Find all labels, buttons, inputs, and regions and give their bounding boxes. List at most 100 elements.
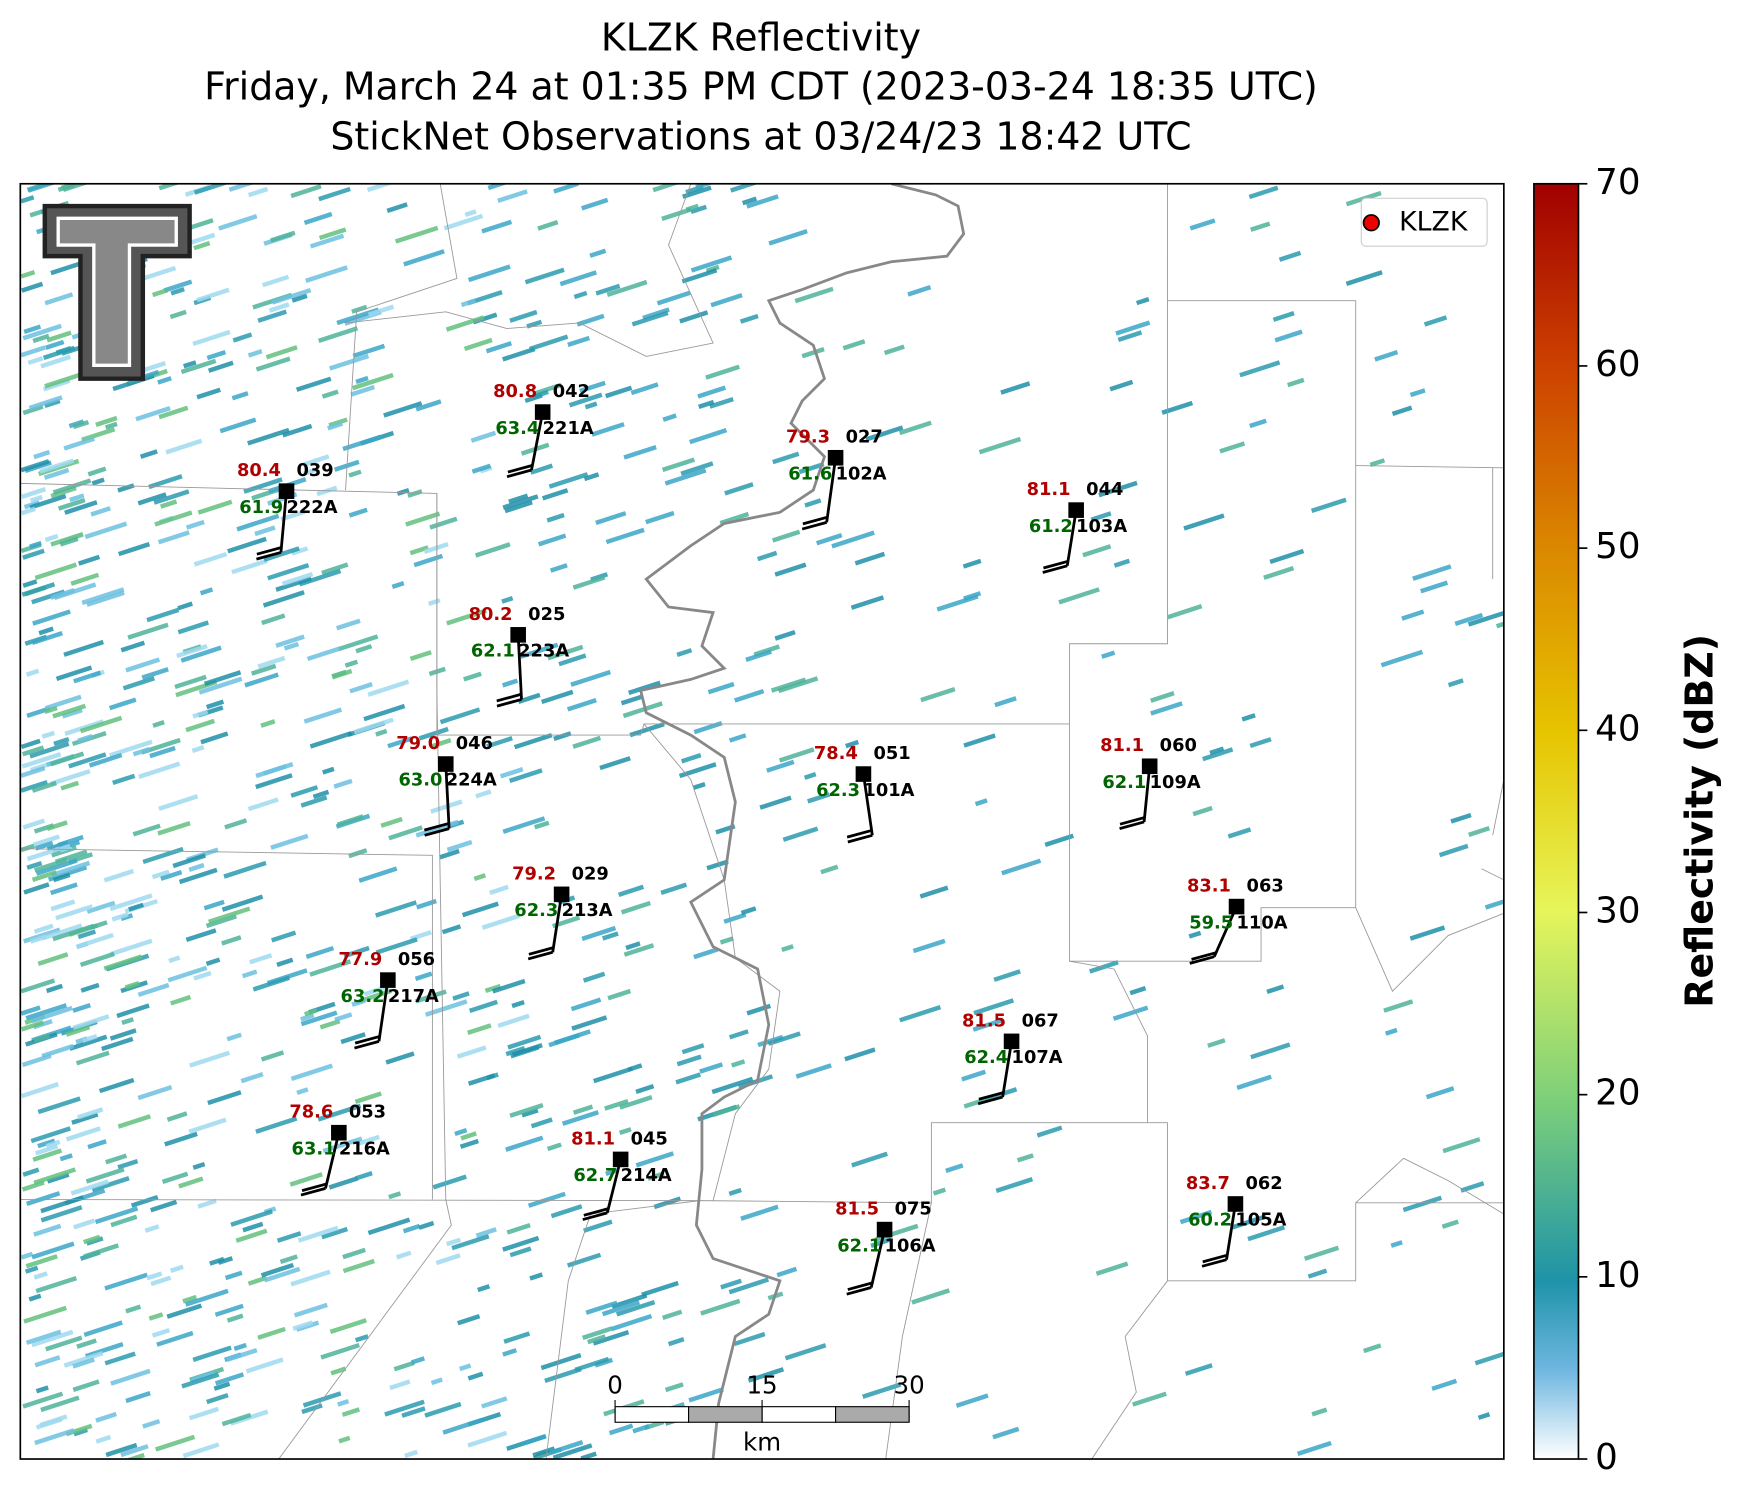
echo <box>1383 999 1414 1013</box>
echo <box>505 1045 526 1057</box>
echo <box>396 487 410 496</box>
temperature: 79.3 <box>786 427 830 448</box>
echo <box>321 389 339 399</box>
echo <box>385 1051 415 1065</box>
echo <box>275 634 305 648</box>
echo <box>912 938 946 954</box>
echo <box>475 1227 497 1238</box>
echo <box>43 467 70 480</box>
echo <box>1209 746 1225 756</box>
echo <box>136 265 177 283</box>
echo <box>207 1090 242 1106</box>
echo <box>552 1443 593 1460</box>
wind-barb-staff <box>324 1132 341 1189</box>
colorbar-tick-label: 10 <box>1595 1255 1640 1296</box>
echo <box>196 387 221 400</box>
echo <box>20 978 56 994</box>
echo <box>504 500 533 514</box>
echo <box>44 371 85 389</box>
wind-barb <box>528 946 554 956</box>
echo <box>52 872 71 883</box>
wind-barb <box>582 1211 608 1221</box>
echo <box>50 531 84 547</box>
echo <box>375 728 388 737</box>
echo <box>263 1266 301 1283</box>
echo <box>1272 310 1295 322</box>
echo <box>656 290 691 306</box>
echo <box>1296 1440 1332 1457</box>
echo <box>489 884 509 896</box>
echo <box>55 904 93 921</box>
echo <box>430 1377 443 1386</box>
echo <box>511 1042 543 1057</box>
echo <box>180 645 222 663</box>
echo <box>183 360 197 369</box>
echo <box>680 753 702 764</box>
echo <box>168 955 181 964</box>
echo <box>1183 513 1225 531</box>
echo <box>257 655 286 669</box>
legend-label: KLZK <box>1399 206 1469 237</box>
echo <box>380 816 403 828</box>
echo <box>295 376 332 392</box>
echo <box>31 1005 73 1024</box>
temperature: 83.7 <box>1186 1173 1230 1194</box>
dewpoint: 63.1 <box>292 1138 336 1159</box>
wind-barb <box>802 515 828 526</box>
echo <box>501 595 514 604</box>
echo <box>203 899 225 911</box>
echo <box>446 839 473 853</box>
echo <box>50 751 85 767</box>
echo <box>553 731 572 741</box>
echo <box>583 1219 613 1233</box>
echo <box>854 551 886 566</box>
station: 80.8 042 63.4 221A <box>493 381 594 479</box>
echo <box>247 427 290 446</box>
wind-barb <box>256 546 282 556</box>
echo <box>367 304 395 317</box>
echo <box>1109 379 1134 392</box>
echo <box>20 270 36 279</box>
echo <box>157 376 172 385</box>
echo <box>32 609 71 626</box>
echo <box>206 1393 229 1405</box>
temperature: 80.8 <box>493 381 537 402</box>
station-marker <box>437 756 454 772</box>
echo <box>1311 1407 1328 1417</box>
echo <box>34 562 77 581</box>
station-marker <box>331 1124 347 1141</box>
echo <box>801 346 825 359</box>
echo <box>572 1104 594 1115</box>
echo <box>25 668 40 677</box>
echo <box>1307 1268 1328 1279</box>
wind-barb <box>801 521 828 531</box>
temperature: 77.9 <box>338 949 382 970</box>
echo <box>409 545 429 556</box>
station: 79.0 046 63.0 224A <box>396 733 497 837</box>
echo <box>290 785 319 798</box>
echo <box>317 326 359 343</box>
echo <box>1409 388 1426 398</box>
echo <box>20 1251 34 1260</box>
echo <box>463 337 493 351</box>
echo <box>219 417 257 434</box>
echo <box>697 385 727 399</box>
echo <box>24 1265 39 1274</box>
echo <box>178 1176 204 1189</box>
probe-id: 103A <box>1076 516 1127 537</box>
echo <box>247 1275 268 1286</box>
echo <box>233 1342 247 1352</box>
colorbar-label: Reflectivity (dBZ) <box>1678 634 1722 1008</box>
echo <box>606 279 648 298</box>
echo <box>305 945 335 959</box>
wind-barb <box>1201 1258 1227 1268</box>
echo <box>241 969 258 979</box>
echo <box>52 923 95 942</box>
echo <box>354 1091 382 1105</box>
echo <box>978 436 1022 455</box>
echo <box>40 1395 80 1413</box>
echo <box>576 313 605 327</box>
echo <box>1474 1347 1504 1366</box>
echo <box>120 640 146 653</box>
echo <box>329 353 370 371</box>
